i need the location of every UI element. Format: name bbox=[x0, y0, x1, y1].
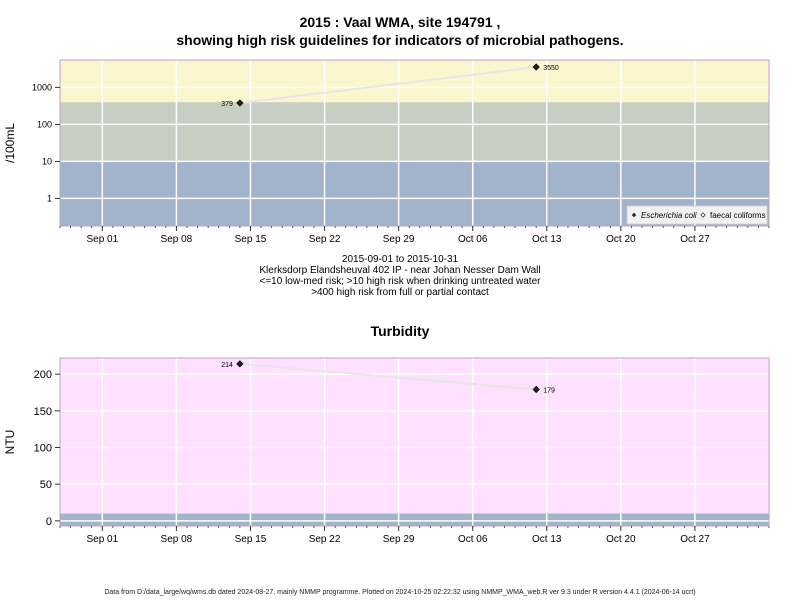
risk-band-1 bbox=[60, 358, 769, 514]
y-tick-label: 50 bbox=[40, 479, 52, 491]
y-tick-label: 1000 bbox=[32, 82, 52, 92]
plot-border bbox=[59, 59, 770, 227]
ecoli-chart: Sep 01 Sep 08 Sep 15 Sep 22 Sep 29 Oct 06 Oct … bbox=[3, 59, 770, 245]
data-point bbox=[236, 99, 244, 107]
x-tick-label: Oct 27 bbox=[680, 534, 710, 545]
x-tick-label: Oct 13 bbox=[532, 234, 562, 245]
y-tick-label: 0 bbox=[46, 516, 52, 528]
risk-band-0 bbox=[60, 513, 769, 526]
guideline-line2: >400 high risk from full or partial cont… bbox=[311, 287, 489, 298]
data-point bbox=[236, 360, 244, 368]
chart-title-line2: showing high risk guidelines for indicat… bbox=[176, 32, 624, 48]
y-axis-label: NTU bbox=[3, 430, 17, 455]
x-tick-label: Sep 29 bbox=[383, 234, 415, 245]
x-tick-label: Sep 01 bbox=[86, 534, 118, 545]
x-tick-label: Oct 20 bbox=[606, 234, 636, 245]
data-point bbox=[532, 63, 540, 71]
y-tick-label: 200 bbox=[34, 369, 52, 381]
x-tick-label: Sep 08 bbox=[161, 534, 193, 545]
chart-title-line1: 2015 : Vaal WMA, site 194791 , bbox=[299, 14, 501, 30]
x-tick-label: Sep 15 bbox=[235, 234, 267, 245]
plot-border bbox=[59, 357, 770, 527]
legend-box bbox=[626, 205, 768, 225]
x-tick-label: Oct 06 bbox=[458, 234, 488, 245]
y-tick-label: 1 bbox=[47, 193, 52, 203]
legend-label-ecoli: Escherichia coli bbox=[641, 211, 697, 220]
turbidity-chart: Sep 01 Sep 08 Sep 15 Sep 22 Sep 29 Oct 06 Oct … bbox=[3, 357, 770, 545]
data-label: 179 bbox=[543, 388, 555, 395]
data-label: 379 bbox=[221, 101, 233, 108]
x-tick-label: Oct 06 bbox=[458, 534, 488, 545]
footer-note: Data from D:/data_large/wq/wms.db dated … bbox=[104, 589, 696, 596]
y-tick-label: 10 bbox=[42, 156, 52, 166]
site-description: Klerksdorp Elandsheuval 402 IP - near Jo… bbox=[259, 265, 541, 276]
x-tick-label: Oct 27 bbox=[680, 234, 710, 245]
data-label: 214 bbox=[221, 362, 233, 369]
legend-label-faecal: faecal coliforms bbox=[710, 211, 766, 220]
guideline-line1: <=10 low-med risk; >10 high risk when dr… bbox=[259, 276, 541, 287]
legend-marker-open bbox=[700, 212, 706, 218]
risk-band-1 bbox=[60, 102, 769, 162]
data-label: 3550 bbox=[543, 65, 559, 72]
legend-marker-filled bbox=[631, 212, 637, 218]
y-tick-label: 150 bbox=[34, 406, 52, 418]
turbidity-title: Turbidity bbox=[370, 323, 430, 339]
x-tick-label: Oct 20 bbox=[606, 534, 636, 545]
y-tick-label: 100 bbox=[37, 119, 52, 129]
x-tick-label: Sep 22 bbox=[309, 534, 341, 545]
x-tick-label: Oct 13 bbox=[532, 534, 562, 545]
series-line bbox=[239, 66, 537, 104]
x-tick-label: Sep 15 bbox=[235, 534, 267, 545]
data-point bbox=[532, 385, 540, 394]
x-tick-label: Sep 22 bbox=[309, 234, 341, 245]
y-axis-label: /100mL bbox=[3, 123, 17, 163]
x-tick-label: Sep 29 bbox=[383, 534, 415, 545]
x-tick-label: Sep 01 bbox=[86, 234, 118, 245]
y-tick-label: 100 bbox=[34, 443, 52, 455]
x-tick-label: Sep 08 bbox=[161, 234, 193, 245]
series-line bbox=[239, 362, 537, 391]
date-range-label: 2015-09-01 to 2015-10-31 bbox=[341, 254, 459, 265]
